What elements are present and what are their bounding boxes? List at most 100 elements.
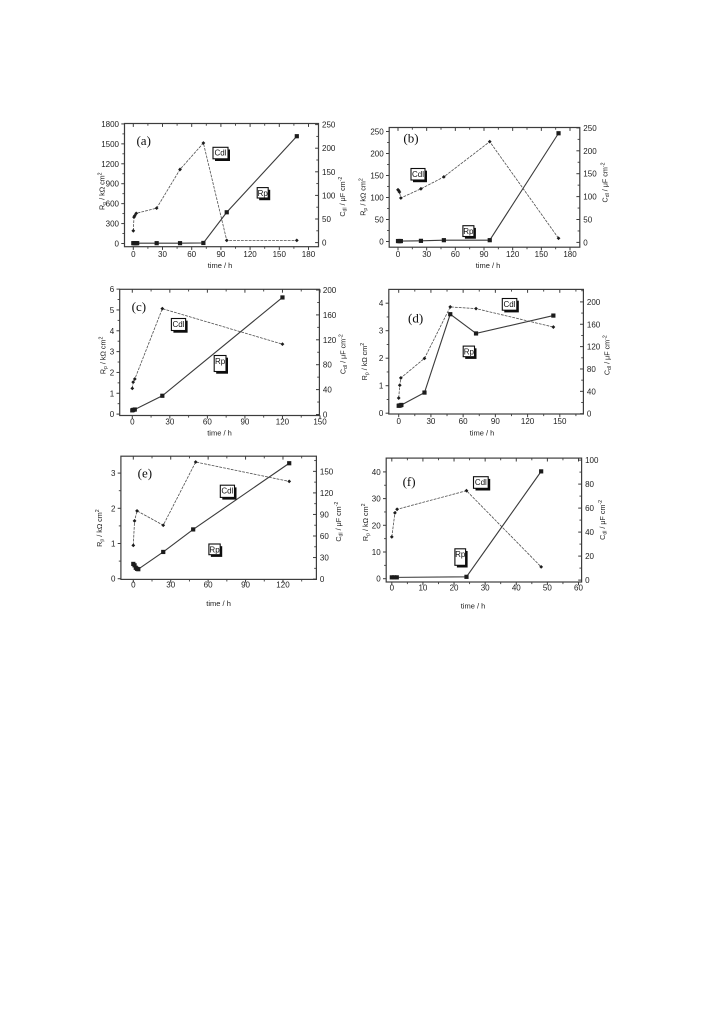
svg-text:150: 150 — [322, 168, 336, 177]
svg-text:120: 120 — [506, 250, 520, 259]
svg-text:Rp / kΩ cm2: Rp / kΩ cm2 — [359, 178, 370, 216]
svg-text:20: 20 — [372, 521, 381, 530]
svg-text:Cdl: Cdl — [504, 300, 516, 309]
svg-text:30: 30 — [422, 250, 431, 259]
svg-text:(e): (e) — [138, 465, 152, 480]
svg-text:1200: 1200 — [101, 160, 119, 169]
svg-text:2: 2 — [111, 504, 116, 513]
svg-text:3: 3 — [111, 469, 116, 478]
svg-text:250: 250 — [322, 121, 336, 130]
svg-text:0: 0 — [396, 417, 401, 426]
svg-text:20: 20 — [450, 584, 459, 593]
svg-text:40: 40 — [512, 584, 521, 593]
svg-text:0: 0 — [585, 576, 590, 585]
svg-text:Rp: Rp — [209, 545, 220, 554]
svg-text:0: 0 — [396, 250, 401, 259]
svg-text:4: 4 — [379, 299, 384, 308]
svg-text:Cdl: Cdl — [221, 487, 233, 496]
svg-text:200: 200 — [583, 147, 597, 156]
svg-text:(b): (b) — [403, 130, 418, 145]
svg-text:Cdl / μF cm-2: Cdl / μF cm-2 — [598, 500, 609, 540]
svg-text:150: 150 — [313, 418, 327, 427]
svg-text:time / h: time / h — [206, 599, 231, 608]
svg-text:(f): (f) — [403, 474, 416, 489]
svg-text:10: 10 — [372, 548, 381, 557]
svg-text:Rp: Rp — [258, 189, 269, 198]
svg-text:40: 40 — [372, 468, 381, 477]
svg-text:Cdl: Cdl — [214, 149, 226, 158]
svg-text:50: 50 — [322, 215, 331, 224]
svg-text:160: 160 — [587, 320, 601, 329]
svg-text:60: 60 — [574, 584, 583, 593]
svg-text:150: 150 — [535, 250, 549, 259]
svg-text:150: 150 — [553, 417, 567, 426]
svg-text:time / h: time / h — [208, 261, 233, 270]
svg-text:0: 0 — [110, 410, 115, 419]
svg-text:300: 300 — [106, 220, 120, 229]
svg-text:50: 50 — [543, 584, 552, 593]
svg-text:100: 100 — [583, 193, 597, 202]
svg-text:30: 30 — [372, 495, 381, 504]
svg-text:90: 90 — [241, 581, 250, 590]
svg-text:time / h: time / h — [207, 429, 232, 438]
svg-text:(c): (c) — [132, 299, 146, 314]
svg-text:200: 200 — [587, 298, 601, 307]
svg-text:900: 900 — [106, 180, 120, 189]
svg-text:0: 0 — [379, 238, 384, 247]
svg-text:120: 120 — [323, 336, 337, 345]
svg-text:2: 2 — [379, 354, 384, 363]
svg-text:180: 180 — [302, 250, 316, 259]
svg-text:Cdl: Cdl — [172, 320, 184, 329]
svg-text:3: 3 — [379, 327, 384, 336]
svg-text:0: 0 — [131, 250, 136, 259]
svg-text:80: 80 — [323, 361, 332, 370]
svg-text:60: 60 — [585, 504, 594, 513]
svg-text:150: 150 — [273, 250, 287, 259]
svg-text:6: 6 — [110, 285, 115, 294]
svg-text:Rp: Rp — [463, 227, 474, 236]
svg-text:0: 0 — [376, 575, 381, 584]
svg-text:Cdl / μF cm-2: Cdl / μF cm-2 — [338, 177, 349, 217]
svg-text:90: 90 — [480, 250, 489, 259]
svg-text:time / h: time / h — [476, 261, 501, 270]
svg-text:60: 60 — [204, 581, 213, 590]
svg-text:40: 40 — [323, 386, 332, 395]
svg-text:Cdl / μF cm-2: Cdl / μF cm-2 — [603, 335, 614, 375]
svg-text:100: 100 — [322, 191, 336, 200]
svg-text:4: 4 — [110, 327, 115, 336]
svg-text:250: 250 — [370, 128, 384, 137]
svg-text:10: 10 — [418, 584, 427, 593]
svg-text:0: 0 — [130, 418, 135, 427]
svg-text:0: 0 — [390, 584, 395, 593]
svg-text:0: 0 — [323, 411, 328, 420]
svg-text:120: 120 — [521, 417, 535, 426]
svg-text:0: 0 — [111, 575, 116, 584]
svg-text:2: 2 — [110, 368, 115, 377]
svg-text:120: 120 — [276, 581, 290, 590]
svg-text:1: 1 — [379, 382, 384, 391]
svg-text:0: 0 — [322, 239, 327, 248]
svg-text:Rp / kΩ cm2: Rp / kΩ cm2 — [95, 509, 106, 547]
svg-text:80: 80 — [585, 480, 594, 489]
svg-text:0: 0 — [379, 409, 384, 418]
svg-text:Cdl / μF cm-2: Cdl / μF cm-2 — [334, 502, 345, 542]
svg-text:30: 30 — [481, 584, 490, 593]
svg-text:180: 180 — [563, 250, 577, 259]
svg-text:100: 100 — [370, 194, 384, 203]
svg-text:200: 200 — [322, 144, 336, 153]
svg-text:30: 30 — [320, 554, 329, 563]
svg-text:60: 60 — [320, 532, 329, 541]
svg-text:160: 160 — [323, 311, 337, 320]
svg-text:60: 60 — [451, 250, 460, 259]
svg-text:1: 1 — [110, 389, 115, 398]
svg-text:1800: 1800 — [101, 120, 119, 129]
svg-text:Cdl / μF cm-2: Cdl / μF cm-2 — [601, 162, 612, 202]
svg-text:Rp: Rp — [455, 550, 466, 559]
svg-text:120: 120 — [587, 343, 601, 352]
svg-text:120: 120 — [276, 418, 290, 427]
svg-text:Rp / kΩ cm2: Rp / kΩ cm2 — [98, 172, 109, 210]
svg-text:0: 0 — [131, 581, 136, 590]
svg-text:90: 90 — [320, 510, 329, 519]
svg-text:Rp / kΩ cm2: Rp / kΩ cm2 — [361, 503, 372, 541]
svg-text:0: 0 — [583, 238, 588, 247]
